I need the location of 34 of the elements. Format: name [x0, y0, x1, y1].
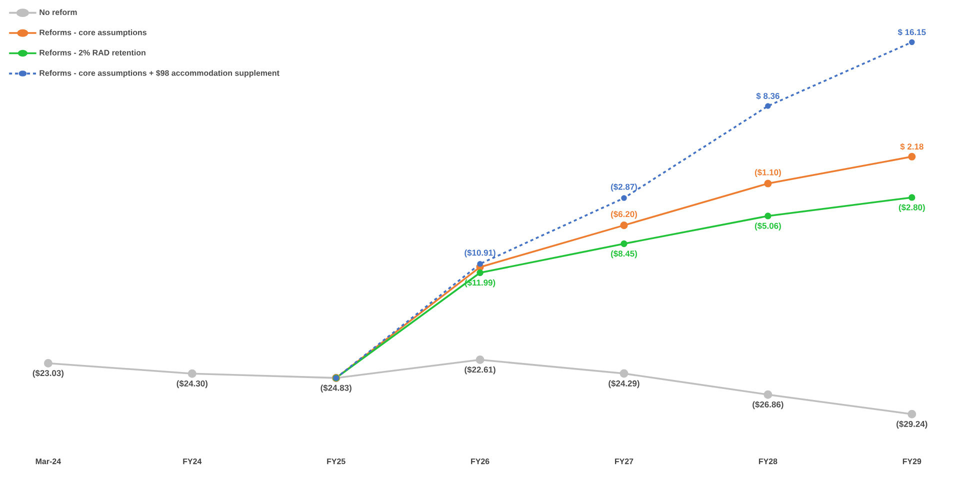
data-label: $ 8.36	[756, 92, 780, 100]
point	[620, 222, 628, 230]
data-label: $ 2.18	[900, 143, 924, 150]
data-label: ($23.03)	[32, 370, 64, 378]
point	[764, 390, 772, 399]
point	[621, 195, 627, 201]
data-label: ($24.83)	[320, 384, 352, 392]
point	[765, 103, 771, 109]
point	[188, 369, 196, 378]
point	[476, 356, 484, 364]
data-label: ($2.87)	[611, 183, 637, 192]
data-label: ($24.29)	[608, 380, 640, 388]
point	[908, 194, 916, 201]
data-label: ($2.80)	[898, 204, 925, 212]
point	[764, 212, 772, 220]
point	[44, 358, 52, 368]
point	[909, 39, 915, 46]
data-label: ($10.91)	[464, 249, 496, 258]
point	[908, 152, 916, 160]
data-label: ($1.10)	[754, 168, 781, 178]
point	[477, 261, 483, 267]
point	[620, 240, 628, 248]
point	[908, 410, 916, 418]
data-label: ($22.61)	[464, 366, 496, 374]
point	[620, 369, 628, 378]
data-label: $ 16.15	[898, 28, 926, 36]
data-label: ($8.45)	[611, 250, 637, 258]
data-label: ($26.86)	[752, 401, 784, 410]
data-label: ($6.20)	[611, 210, 637, 219]
point	[764, 180, 772, 188]
data-label: ($24.30)	[176, 380, 208, 388]
data-label: ($5.06)	[754, 222, 781, 231]
point	[476, 269, 484, 276]
data-label: ($29.24)	[896, 420, 928, 429]
